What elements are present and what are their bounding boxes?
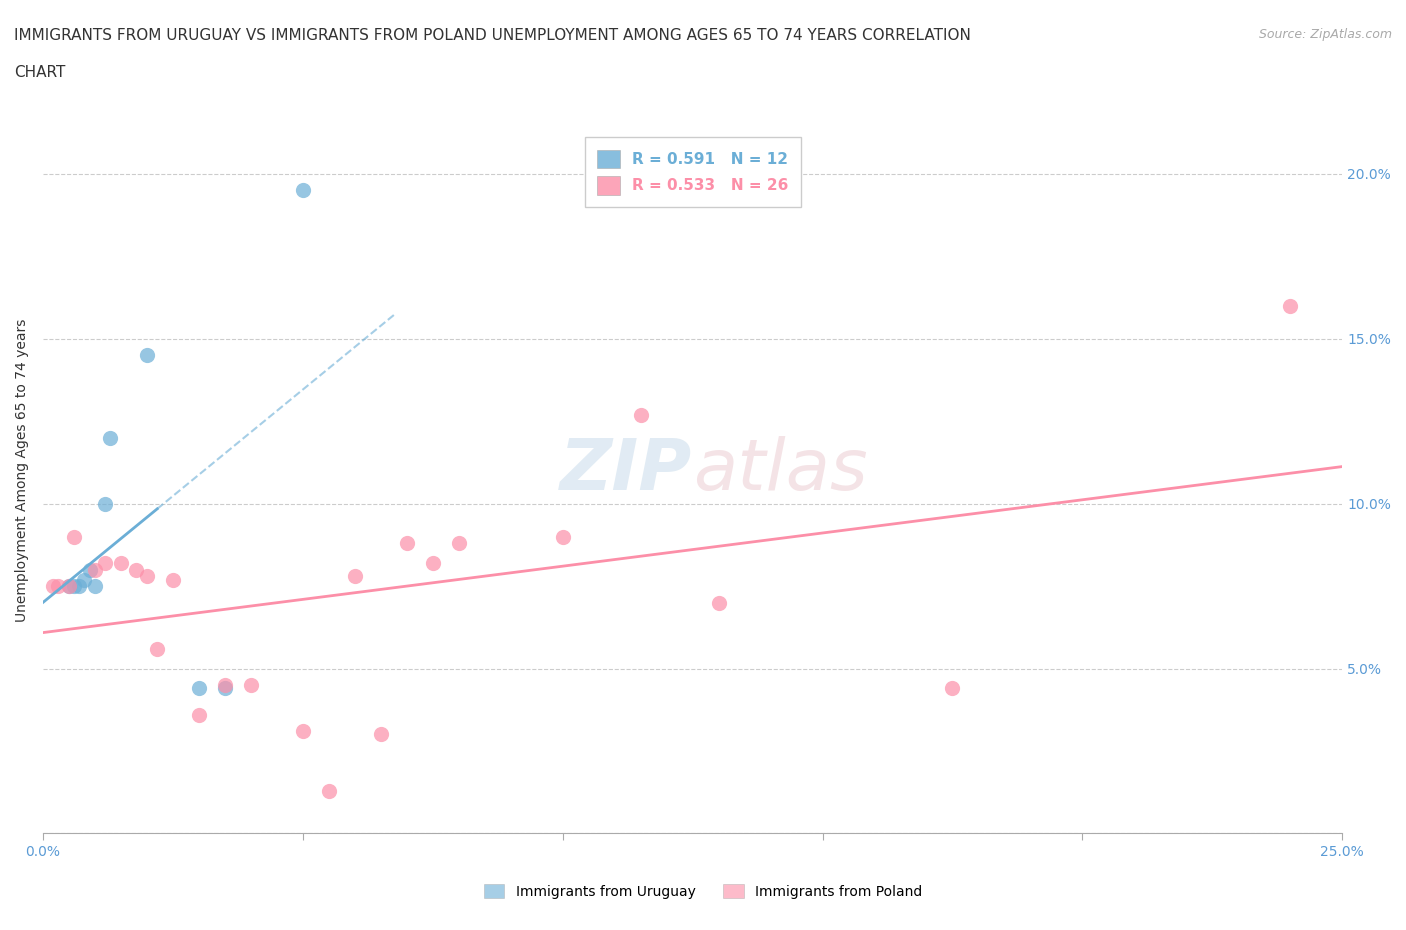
Point [707, 595, 730, 610]
Text: IMMIGRANTS FROM URUGUAY VS IMMIGRANTS FROM POLAND UNEMPLOYMENT AMONG AGES 65 TO : IMMIGRANTS FROM URUGUAY VS IMMIGRANTS FR… [14, 28, 972, 43]
Point [291, 183, 314, 198]
Point [630, 407, 652, 422]
Point [291, 724, 314, 738]
Point [58, 578, 80, 593]
Legend: Immigrants from Uruguay, Immigrants from Poland: Immigrants from Uruguay, Immigrants from… [478, 879, 928, 905]
Point [100, 431, 122, 445]
Point [110, 555, 132, 570]
Point [214, 678, 236, 693]
Point [73, 572, 96, 587]
Point [135, 348, 157, 363]
Point [370, 727, 392, 742]
Point [63, 578, 86, 593]
Point [79, 562, 101, 577]
Legend: R = 0.591   N = 12, R = 0.533   N = 26: R = 0.591 N = 12, R = 0.533 N = 26 [585, 138, 800, 206]
Point [48, 578, 70, 593]
Text: atlas: atlas [693, 436, 868, 505]
Point [94, 555, 117, 570]
Point [343, 569, 366, 584]
Text: CHART: CHART [14, 65, 66, 80]
Point [146, 642, 169, 657]
Point [63, 529, 86, 544]
Point [395, 536, 418, 551]
Point [162, 572, 184, 587]
Point [239, 678, 262, 693]
Point [318, 783, 340, 798]
Point [42, 578, 65, 593]
Point [83, 562, 105, 577]
Point [941, 681, 963, 696]
Point [67, 578, 90, 593]
Y-axis label: Unemployment Among Ages 65 to 74 years: Unemployment Among Ages 65 to 74 years [15, 319, 30, 622]
Point [187, 707, 209, 722]
Point [551, 529, 574, 544]
Point [135, 569, 157, 584]
Text: Source: ZipAtlas.com: Source: ZipAtlas.com [1258, 28, 1392, 41]
Text: ZIP: ZIP [561, 436, 693, 505]
Point [422, 555, 444, 570]
Point [83, 578, 105, 593]
Point [447, 536, 470, 551]
Point [1279, 299, 1302, 313]
Point [94, 497, 117, 512]
Point [125, 562, 148, 577]
Point [187, 681, 209, 696]
Point [214, 681, 236, 696]
Point [58, 578, 80, 593]
